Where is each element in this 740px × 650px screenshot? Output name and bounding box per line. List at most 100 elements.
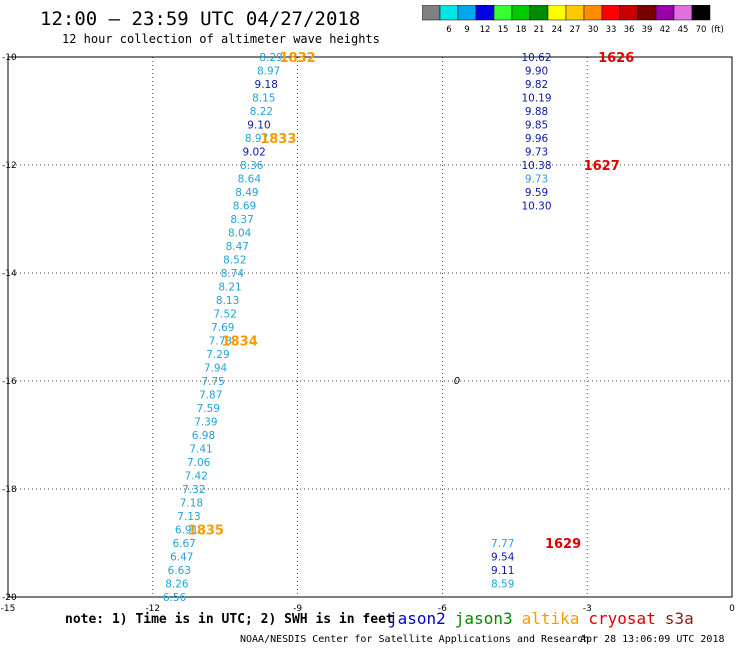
wave-height-point: 9.85 (525, 120, 548, 132)
wave-height-point: 8.21 (218, 282, 241, 294)
pass-time-label: 1834 (222, 335, 258, 350)
wave-height-point: 8.36 (240, 160, 264, 172)
wave-height-point: 9.18 (255, 79, 278, 91)
wave-height-point: 9.59 (525, 187, 548, 199)
scale-label: 33 (606, 25, 617, 35)
wave-height-point: 9.10 (247, 120, 270, 132)
wave-height-point: 6.47 (170, 552, 193, 564)
wave-height-point: 9.82 (525, 79, 548, 91)
scale-label: 42 (660, 25, 671, 35)
wave-height-point: 9.11 (491, 565, 514, 577)
legend-cryosat: cryosat (588, 609, 656, 628)
scale-label: 24 (552, 25, 563, 35)
y-tick-label: -12 (2, 161, 17, 171)
wave-height-point: 7.59 (197, 403, 220, 415)
scale-label: 9 (464, 25, 469, 35)
wave-height-point: 6.91 (175, 525, 198, 537)
scale-label: 45 (678, 25, 689, 35)
scale-label: 15 (498, 25, 509, 35)
x-tick-label: -6 (438, 604, 447, 614)
wave-height-point: 7.06 (187, 457, 211, 469)
wave-height-point: 7.73 (209, 336, 232, 348)
wave-height-point: 9.96 (525, 133, 549, 145)
scale-unit: (ft) (711, 25, 724, 35)
y-tick-label: -20 (2, 593, 17, 603)
x-tick-label: -15 (1, 604, 16, 614)
wave-height-point: 8.97 (257, 66, 280, 78)
pass-time-label: 1626 (598, 51, 634, 66)
y-tick-label: -14 (2, 269, 17, 279)
plot-frame (7, 56, 733, 598)
wave-height-point: 6.63 (168, 565, 191, 577)
chart-subtitle: 12 hour collection of altimeter wave hei… (62, 32, 380, 46)
wave-height-point: 6.56 (163, 592, 187, 604)
wave-height-point: 10.19 (521, 93, 551, 105)
wave-height-point: 10.30 (521, 201, 551, 213)
scale-swatch (691, 5, 711, 21)
wave-height-point: 8.15 (252, 93, 275, 105)
x-tick-label: 0 (729, 604, 735, 614)
scale-label: 12 (480, 25, 491, 35)
legend-jason2: jason2 (388, 609, 446, 628)
y-tick-label: -10 (2, 53, 17, 63)
satellite-legend: jason2 jason3 altika cryosat s3a (388, 609, 703, 628)
wave-height-point: 8.29 (259, 52, 282, 64)
scale-label: 6 (446, 25, 451, 35)
scale-label: 36 (624, 25, 635, 35)
wave-height-point: 7.87 (199, 390, 222, 402)
wave-height-point: 8.13 (216, 295, 239, 307)
wave-height-point: 6.98 (192, 430, 215, 442)
pass-time-label: 1629 (545, 537, 581, 552)
wave-height-point: 9.73 (525, 147, 548, 159)
wave-height-point: 8.22 (250, 106, 273, 118)
pass-time-label: 1833 (260, 132, 296, 147)
wave-height-point: 7.52 (214, 309, 237, 321)
scale-label: 30 (588, 25, 599, 35)
x-tick-label: -12 (145, 604, 160, 614)
chart-title: 12:00 – 23:59 UTC 04/27/2018 (40, 8, 361, 30)
legend-jason3: jason3 (454, 609, 513, 628)
wave-height-point: 7.41 (189, 444, 212, 456)
wave-height-point: 8.47 (226, 241, 249, 253)
wave-height-point: 10.62 (521, 52, 551, 64)
pass-time-label: 1832 (280, 51, 316, 66)
wave-height-point: 7.39 (194, 417, 217, 429)
wave-height-point: 7.94 (204, 363, 228, 375)
wave-height-point: 7.69 (211, 322, 234, 334)
wave-height-point: 8.97 (245, 133, 268, 145)
wave-height-point: 8.59 (491, 579, 514, 591)
wave-height-point: 9.88 (525, 106, 548, 118)
wave-height-point: 8.37 (230, 214, 253, 226)
wave-height-point: 7.42 (185, 471, 208, 483)
scale-label: 39 (642, 25, 653, 35)
wave-height-point: 8.52 (223, 255, 246, 267)
wave-height-point: 8.04 (228, 228, 252, 240)
x-tick-label: -3 (583, 604, 592, 614)
pass-time-label: 1835 (188, 524, 224, 539)
wave-height-point: 6.67 (172, 538, 195, 550)
wave-height-point: 8.74 (221, 268, 245, 280)
y-tick-label: -18 (2, 485, 17, 495)
wave-height-point: 7.32 (182, 484, 205, 496)
wave-height-point: 7.18 (180, 498, 203, 510)
wave-height-point: 8.64 (238, 174, 262, 186)
wave-height-point: 9.73 (525, 174, 548, 186)
wave-height-point: 7.29 (206, 349, 229, 361)
scale-label: 27 (570, 25, 581, 35)
wave-height-point: 7.75 (201, 376, 224, 388)
generated-timestamp: Apr 28 13:06:09 UTC 2018 (580, 634, 725, 645)
color-scale: 6 9 12 15 18 21 24 27 30 33 36 39 42 45 70 (ft) (422, 5, 724, 35)
pass-time-label: 1627 (584, 159, 620, 174)
credit-line: NOAA/NESDIS Center for Satellite Applica… (240, 634, 590, 645)
plot-annotation: 0 (454, 376, 460, 387)
wave-height-point: 8.49 (235, 187, 258, 199)
legend-s3a: s3a (664, 609, 694, 628)
wave-height-point: 10.38 (521, 160, 551, 172)
units-note: note: 1) Time is in UTC; 2) SWH is in fe… (65, 612, 394, 627)
wave-height-point: 9.02 (242, 147, 265, 159)
wave-height-point: 9.90 (525, 66, 548, 78)
y-tick-label: -16 (2, 377, 17, 387)
wave-height-point: 8.26 (165, 579, 189, 591)
wave-height-point: 9.54 (491, 552, 515, 564)
